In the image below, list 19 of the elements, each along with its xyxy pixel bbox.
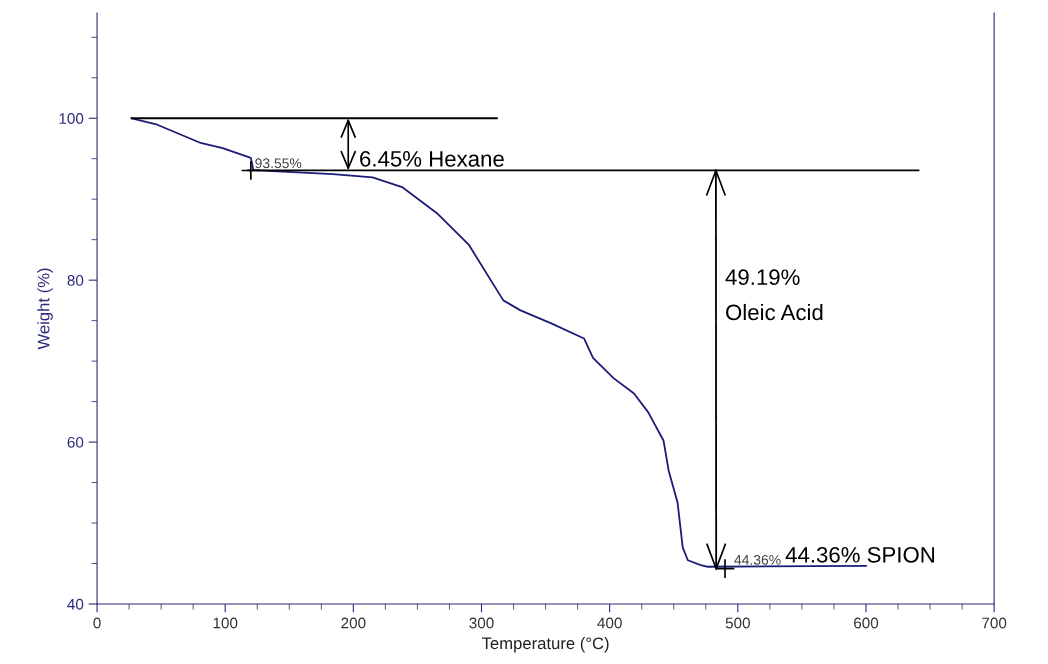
y-tick-label: 40	[67, 598, 84, 610]
x-tick-label: 100	[213, 617, 238, 629]
x-tick-label: 200	[341, 617, 366, 629]
x-tick-label: 300	[469, 617, 494, 629]
x-tick-label: 500	[725, 617, 750, 629]
y-tick-label: 100	[59, 113, 84, 124]
annotation: 6.45% Hexane	[360, 150, 504, 167]
y-axis-title: Weight (%)	[37, 268, 53, 350]
x-tick-label: 0	[93, 617, 101, 629]
annotation: 93.55%	[255, 158, 302, 169]
x-axis-title: Temperature (°C)	[481, 636, 609, 653]
y-tick-label: 60	[67, 436, 84, 448]
x-tick-label: 400	[597, 617, 622, 629]
annotation: 49.19% Oleic Acid	[725, 269, 823, 321]
annotation: 44.36% SPION	[785, 546, 934, 563]
x-tick-label: 700	[982, 617, 1007, 629]
annotation: 44.36%	[734, 554, 781, 565]
x-tick-label: 600	[854, 617, 879, 629]
y-tick-label: 80	[67, 275, 84, 286]
